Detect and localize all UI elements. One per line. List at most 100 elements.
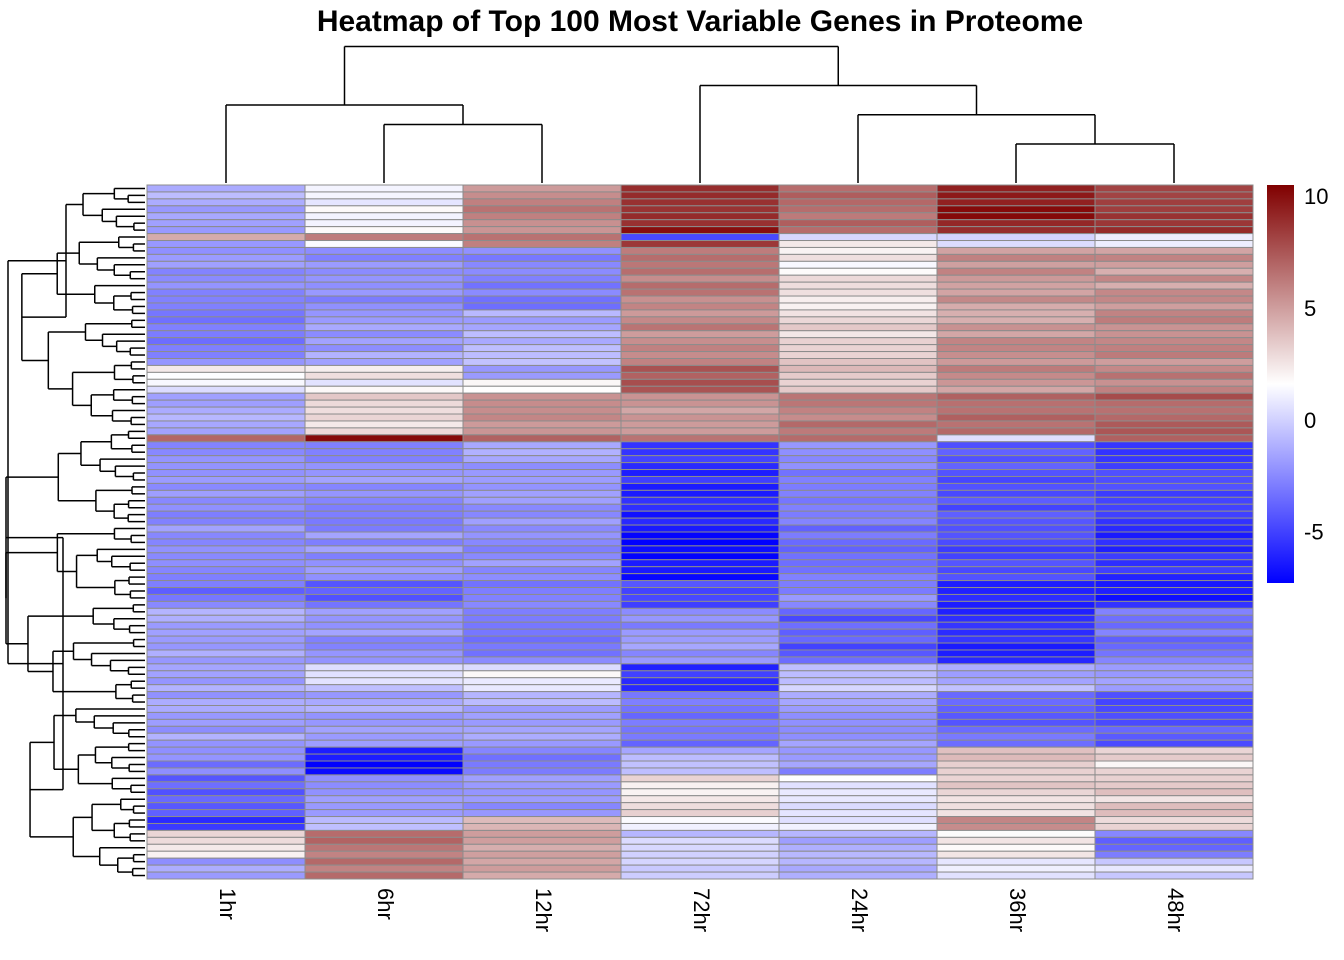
heatmap-cell	[936, 822, 1096, 831]
heatmap-cell	[462, 212, 622, 221]
heatmap-cell	[936, 517, 1096, 526]
heatmap-cell	[1094, 684, 1254, 693]
heatmap-cell	[1094, 233, 1254, 242]
heatmap-cell	[1094, 573, 1254, 582]
heatmap-cell	[936, 600, 1096, 609]
heatmap-cell	[462, 371, 622, 380]
heatmap-cell	[462, 774, 622, 783]
heatmap-cell	[936, 552, 1096, 561]
column-label: 12hr	[531, 888, 556, 932]
heatmap-cell	[936, 607, 1096, 616]
heatmap-cell	[620, 475, 780, 484]
heatmap-cell	[778, 795, 938, 804]
heatmap-cell	[462, 580, 622, 589]
heatmap-cell	[304, 656, 464, 665]
heatmap-cell	[304, 628, 464, 637]
heatmap-cell	[304, 753, 464, 762]
heatmap-cell	[1094, 656, 1254, 665]
heatmap-cell	[620, 829, 780, 838]
heatmap-cell	[304, 295, 464, 304]
heatmap-cell	[304, 600, 464, 609]
heatmap-cell	[1094, 510, 1254, 519]
heatmap-cell	[146, 212, 306, 221]
heatmap-cell	[620, 809, 780, 818]
heatmap-cell	[778, 226, 938, 235]
heatmap-cell	[620, 316, 780, 325]
heatmap-cell	[1094, 392, 1254, 401]
heatmap-cell	[620, 219, 780, 228]
heatmap-cell	[462, 240, 622, 248]
heatmap-cell	[1094, 503, 1254, 512]
heatmap-cell	[146, 184, 306, 193]
heatmap-cell	[146, 233, 306, 242]
heatmap-cell	[620, 441, 780, 450]
heatmap-cell	[620, 462, 780, 471]
heatmap-cell	[304, 358, 464, 366]
heatmap-cell	[936, 829, 1096, 838]
heatmap-cell	[146, 337, 306, 346]
heatmap-cell	[1094, 455, 1254, 464]
heatmap-cell	[620, 226, 780, 235]
heatmap-cell	[620, 531, 780, 540]
heatmap-cell	[462, 184, 622, 193]
heatmap-cell	[620, 469, 780, 477]
heatmap-cell	[778, 434, 938, 443]
heatmap-cell	[936, 871, 1096, 880]
heatmap-cell	[462, 760, 622, 769]
heatmap-cell	[620, 607, 780, 616]
heatmap-cell	[778, 233, 938, 242]
heatmap-cell	[462, 253, 622, 262]
heatmap-cell	[1094, 309, 1254, 318]
heatmap-cell	[1094, 489, 1254, 498]
heatmap-cell	[778, 600, 938, 609]
heatmap-cell	[1094, 358, 1254, 366]
heatmap-cell	[936, 746, 1096, 755]
heatmap-cell	[146, 482, 306, 491]
heatmap-cell	[146, 475, 306, 484]
heatmap-cell	[1094, 545, 1254, 554]
heatmap-cell	[462, 607, 622, 616]
heatmap-cell	[146, 538, 306, 547]
heatmap-cell	[1094, 344, 1254, 353]
heatmap-cell	[1094, 725, 1254, 734]
heatmap-cell	[146, 378, 306, 387]
heatmap-cell	[462, 441, 622, 450]
heatmap-cell	[778, 475, 938, 484]
heatmap-cell	[1094, 774, 1254, 783]
heatmap-cell	[304, 330, 464, 339]
heatmap-cell	[1094, 739, 1254, 748]
heatmap-cell	[936, 649, 1096, 658]
heatmap-cell	[620, 545, 780, 554]
heatmap-cell	[778, 364, 938, 373]
heatmap-cell	[778, 406, 938, 415]
heatmap-cell	[936, 705, 1096, 713]
heatmap-cell	[1094, 482, 1254, 491]
heatmap-cell	[462, 767, 622, 776]
heatmap-cell	[778, 691, 938, 700]
heatmap-cell	[304, 843, 464, 852]
heatmap-cell	[146, 371, 306, 380]
heatmap-cell	[304, 718, 464, 727]
heatmap-cell	[778, 538, 938, 547]
heatmap-cell	[462, 809, 622, 818]
heatmap-cell	[620, 496, 780, 505]
heatmap-cell	[936, 711, 1096, 720]
heatmap-cell	[1094, 822, 1254, 831]
heatmap-cell	[304, 587, 464, 595]
heatmap-cell	[462, 642, 622, 651]
heatmap-cell	[936, 691, 1096, 700]
heatmap-cell	[146, 732, 306, 741]
heatmap-cell	[462, 864, 622, 873]
heatmap-cell	[1094, 705, 1254, 713]
heatmap-cell	[778, 378, 938, 387]
heatmap-cell	[620, 670, 780, 679]
heatmap-cell	[778, 642, 938, 651]
heatmap-cell	[1094, 691, 1254, 700]
heatmap-cell	[778, 531, 938, 540]
heatmap-cell	[462, 802, 622, 811]
heatmap-cell	[1094, 593, 1254, 602]
heatmap-cell	[462, 434, 622, 443]
heatmap-cell	[1094, 600, 1254, 609]
heatmap-cell	[304, 475, 464, 484]
heatmap-cell	[620, 385, 780, 394]
